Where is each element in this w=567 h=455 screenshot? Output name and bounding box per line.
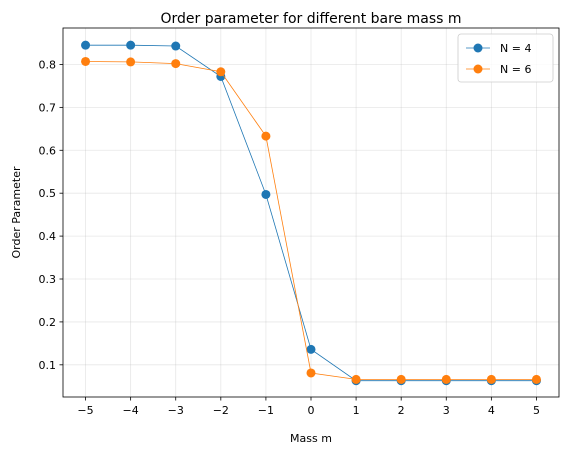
data-point [532,375,541,384]
data-point [126,57,135,66]
x-tick-label: 5 [533,404,540,417]
data-point [81,41,90,50]
y-tick-label: 0.4 [39,230,57,243]
y-tick-label: 0.8 [39,58,57,71]
x-axis: −5 −4 −3 −2 −1 0 1 2 3 4 5 [77,397,540,417]
x-tick-label: 0 [308,404,315,417]
data-point [307,368,316,377]
data-point [216,67,225,76]
data-point [126,41,135,50]
x-tick-label: −1 [258,404,274,417]
x-tick-label: −4 [123,404,139,417]
legend-marker [474,44,483,53]
y-tick-label: 0.7 [39,101,57,114]
x-tick-label: −3 [168,404,184,417]
x-tick-label: 1 [353,404,360,417]
x-tick-label: 4 [488,404,495,417]
data-point [171,42,180,51]
x-tick-label: 3 [443,404,450,417]
x-tick-label: 2 [398,404,405,417]
legend-marker [474,65,483,74]
x-tick-label: −2 [213,404,229,417]
y-tick-label: 0.6 [39,144,57,157]
data-point [307,345,316,354]
legend: N = 4 N = 6 [458,34,553,82]
x-tick-label: −5 [77,404,93,417]
data-point [81,57,90,66]
data-point [261,190,270,199]
y-tick-label: 0.5 [39,187,57,200]
data-point [352,375,361,384]
data-point [487,375,496,384]
data-point [171,59,180,68]
legend-label: N = 4 [500,42,531,55]
y-tick-label: 0.3 [39,273,57,286]
y-tick-label: 0.1 [39,359,57,372]
data-point [442,375,451,384]
chart-title: Order parameter for different bare mass … [160,11,461,27]
y-axis: 0.1 0.2 0.3 0.4 0.5 0.6 0.7 0.8 [39,58,64,371]
legend-label: N = 6 [500,63,531,76]
grid [63,28,559,397]
y-tick-label: 0.2 [39,316,57,329]
data-point [397,375,406,384]
y-axis-label: Order Parameter [10,166,23,258]
x-axis-label: Mass m [290,432,332,445]
data-point [261,132,270,141]
